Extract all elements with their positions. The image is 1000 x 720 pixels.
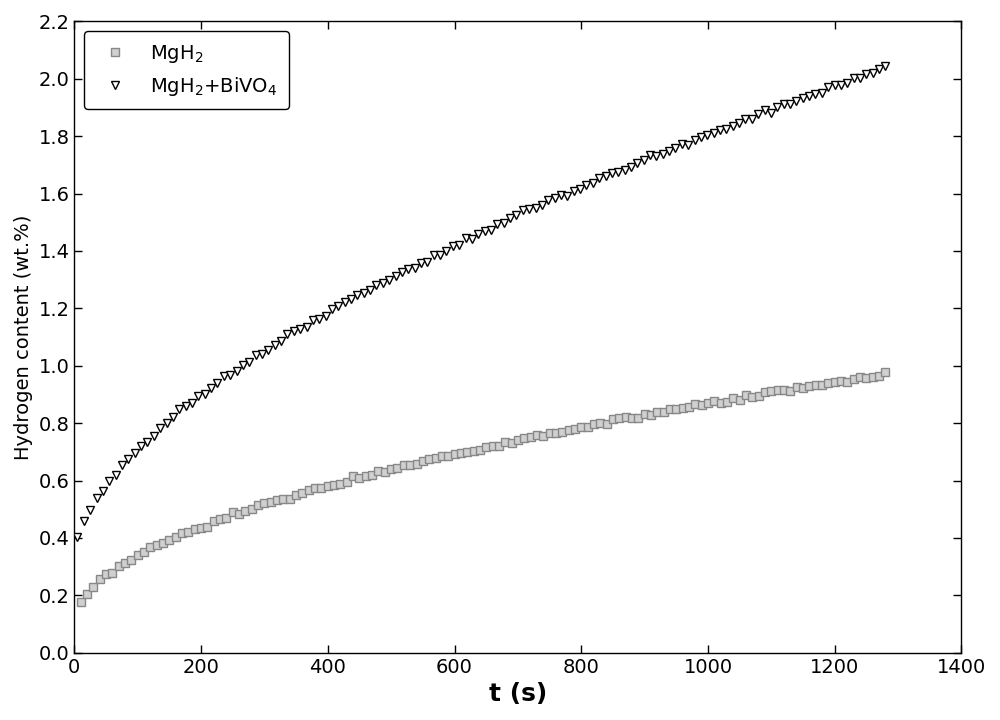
MgH$_2$ (879, 368, 891, 377)
Line: MgH$_2$: MgH$_2$ (76, 369, 890, 606)
MgH$_2$ (372, 467, 384, 475)
X-axis label: t (s): t (s) (489, 682, 547, 706)
MgH$_2$ (271, 495, 283, 504)
MgH$_2$ (841, 377, 853, 386)
MgH$_2$ (765, 387, 777, 395)
Y-axis label: Hydrogen content (wt.%): Hydrogen content (wt.%) (14, 215, 33, 460)
Legend: MgH$_2$, MgH$_2$+BiVO$_4$: MgH$_2$, MgH$_2$+BiVO$_4$ (84, 31, 289, 109)
Line: MgH$_2$+BiVO$_4$: MgH$_2$+BiVO$_4$ (73, 63, 890, 541)
MgH$_2$+BiVO$_4$ (269, 341, 281, 349)
MgH$_2$+BiVO$_4$ (370, 280, 382, 289)
MgH$_2$ (75, 598, 87, 606)
MgH$_2$+BiVO$_4$ (71, 533, 83, 541)
MgH$_2$+BiVO$_4$ (879, 62, 891, 71)
MgH$_2$ (493, 442, 505, 451)
MgH$_2$+BiVO$_4$ (491, 220, 503, 229)
MgH$_2$ (404, 461, 416, 469)
MgH$_2$+BiVO$_4$ (402, 265, 414, 274)
MgH$_2$+BiVO$_4$ (765, 109, 777, 117)
MgH$_2$+BiVO$_4$ (841, 79, 853, 88)
